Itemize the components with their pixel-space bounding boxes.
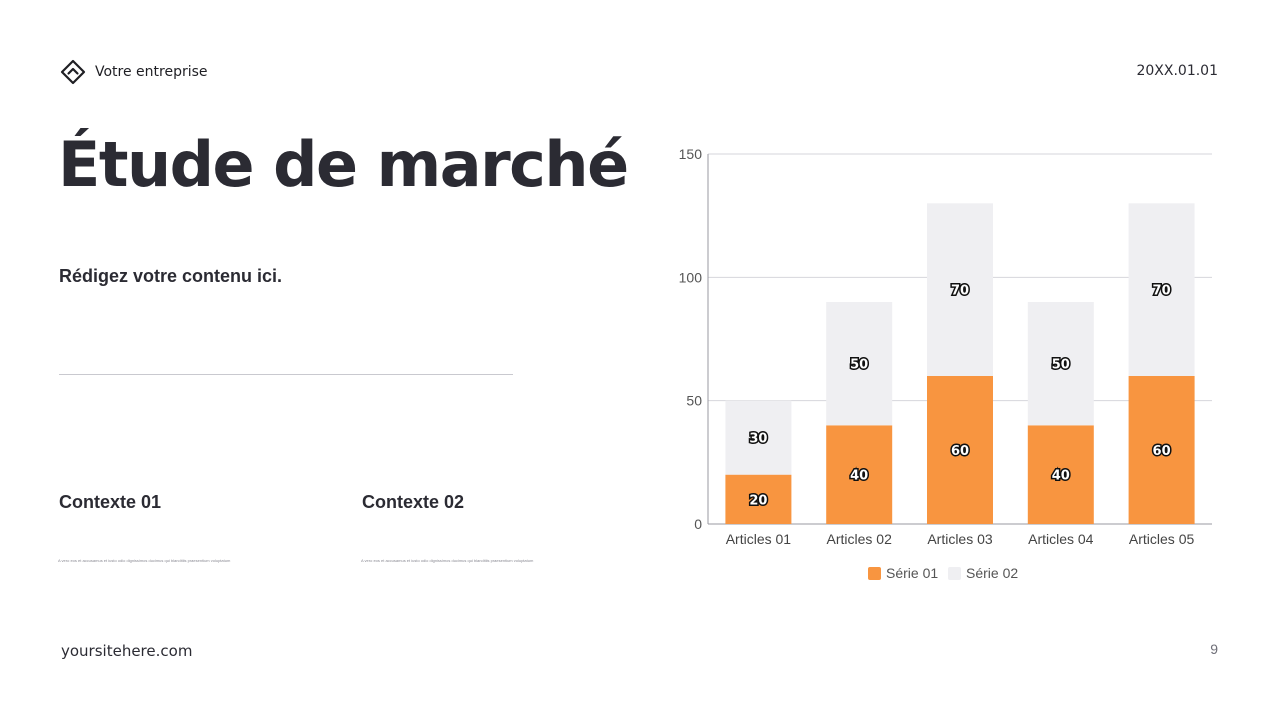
- legend-swatch: [868, 567, 881, 580]
- company-name: Votre entreprise: [95, 64, 208, 80]
- bar-value-label: 50: [1052, 358, 1070, 373]
- footer-site: yoursitehere.com: [61, 642, 193, 660]
- bar-series-1: [927, 376, 993, 524]
- divider: [59, 374, 513, 375]
- bar-value-label: 40: [850, 469, 868, 484]
- company-logo: Votre entreprise: [60, 59, 208, 85]
- page-subtitle: Rédigez votre contenu ici.: [59, 266, 283, 286]
- page-number: 9: [1210, 641, 1218, 657]
- bar-value-label: 30: [749, 432, 767, 447]
- bar-value-label: 60: [951, 444, 969, 459]
- x-tick-label: Articles 02: [827, 531, 893, 547]
- context-01-title: Contexte 01: [59, 492, 162, 512]
- x-tick-label: Articles 03: [927, 531, 993, 547]
- bar-series-2: [826, 302, 893, 426]
- bar-series-2: [1027, 302, 1094, 426]
- bar-value-label: 40: [1052, 469, 1070, 484]
- bar-series-1: [1128, 376, 1195, 524]
- context-02-text: A vero eos et accusamus et iusto odio di…: [361, 558, 534, 563]
- bar-series-2: [725, 400, 792, 475]
- bar-value-label: 50: [850, 358, 868, 373]
- y-tick-label: 0: [694, 516, 702, 532]
- x-tick-label: Articles 04: [1028, 531, 1094, 547]
- bar-series-1: [826, 425, 893, 524]
- bar-value-label: 20: [749, 493, 767, 508]
- bar-value-label: 70: [1153, 284, 1171, 299]
- y-tick-label: 100: [679, 269, 703, 285]
- bar-series-1: [1027, 425, 1094, 524]
- x-tick-label: Articles 05: [1129, 531, 1195, 547]
- y-tick-label: 150: [679, 146, 703, 162]
- page-title: Étude de marché: [58, 128, 629, 201]
- bar-value-label: 70: [951, 284, 969, 299]
- bar-series-1: [725, 474, 792, 524]
- stacked-bar-chart: 0 50 100 150 20 30 Articles 01 40 50 Articles 02 6…: [679, 146, 1212, 581]
- y-tick-label: 50: [686, 393, 702, 409]
- x-tick-label: Articles 01: [726, 531, 792, 547]
- legend-entry: Série 01: [886, 565, 938, 581]
- bar-series-2: [1128, 203, 1195, 376]
- diamond-house-icon: [60, 59, 86, 85]
- header-date: 20XX.01.01: [1136, 63, 1218, 79]
- bar-value-label: 60: [1153, 444, 1171, 459]
- bar-series-2: [927, 203, 993, 376]
- legend-entry: Série 02: [966, 565, 1018, 581]
- legend-swatch: [948, 567, 961, 580]
- context-02-title: Contexte 02: [362, 492, 465, 512]
- context-01-text: A vero eos et accusamus et iusto odio di…: [58, 558, 231, 563]
